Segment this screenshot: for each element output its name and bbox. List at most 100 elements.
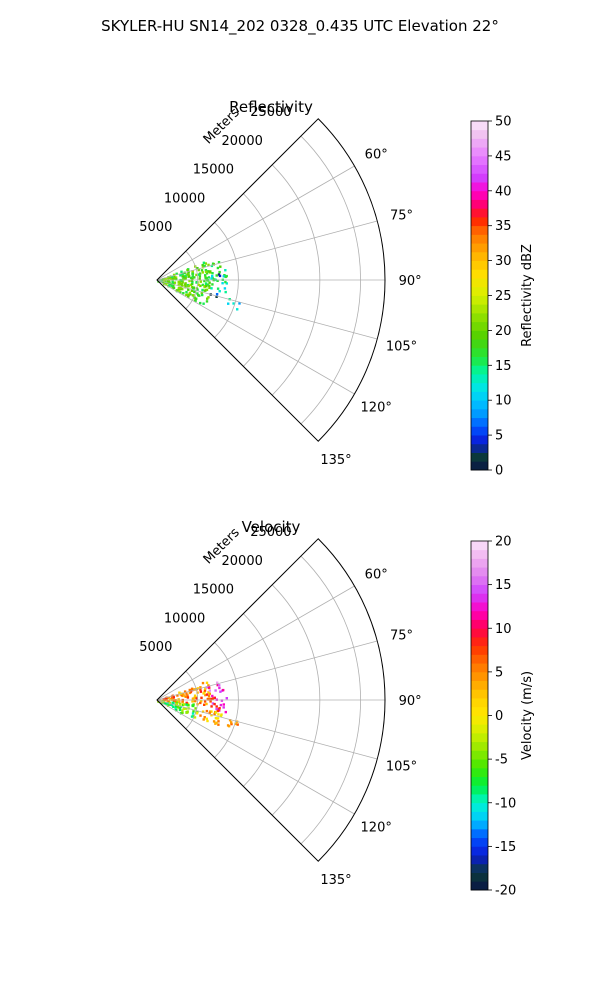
colorbar-swatch — [471, 216, 488, 227]
colorbar-swatch — [471, 121, 488, 131]
radial-tick-label: 25000 — [250, 105, 291, 120]
colorbar-swatch — [471, 269, 488, 279]
angular-tick-label: 120° — [361, 401, 392, 416]
sector-frame — [156, 118, 386, 442]
echo-gate — [191, 270, 194, 273]
echo-gate — [218, 290, 221, 293]
angular-tick-label: 135° — [320, 873, 351, 888]
echo-gate — [216, 266, 220, 270]
echo-gate — [199, 301, 202, 305]
echo-gate — [219, 714, 223, 717]
colorbar-swatch — [471, 304, 488, 314]
echo-gate — [174, 707, 177, 710]
echo-gate — [202, 302, 205, 305]
colorbar-tick-label: 30 — [495, 254, 512, 269]
echo-gate — [185, 290, 188, 294]
echo-gate — [232, 302, 235, 305]
echo-gate — [161, 700, 164, 704]
echo-gate — [236, 308, 239, 311]
echo-gate — [208, 697, 212, 701]
echo-gate — [215, 274, 218, 277]
echo-gate — [211, 697, 215, 700]
echo-gate — [191, 697, 195, 700]
echo-gate — [214, 689, 217, 692]
echo-gate — [215, 705, 218, 708]
echo-gate — [195, 281, 198, 284]
echo-gate — [205, 284, 208, 288]
echo-gate — [164, 702, 167, 705]
echo-gate — [201, 681, 205, 685]
radial-tick-label: 5000 — [139, 220, 172, 235]
echo-gate — [178, 706, 182, 710]
echo-gate — [192, 286, 195, 289]
colorbar-swatch — [471, 549, 488, 559]
echo-gate — [184, 282, 187, 285]
colorbar-swatch — [471, 750, 488, 760]
echo-gate — [204, 262, 207, 265]
echo-gate — [181, 700, 184, 703]
echo-gate — [204, 269, 208, 272]
echo-gate — [191, 272, 194, 275]
echo-gate — [226, 724, 230, 727]
echo-gate — [203, 285, 206, 289]
echo-gate — [200, 696, 203, 699]
echo-gate — [185, 701, 188, 705]
polar-panel-2: Velocity500010000150002000025000Meters60… — [139, 518, 535, 899]
colorbar-label: Reflectivity dBZ — [520, 244, 535, 347]
panel-title: Reflectivity — [229, 98, 313, 116]
colorbar-swatch — [471, 855, 488, 865]
colorbar-tick-label: 45 — [495, 149, 512, 164]
echo-gate — [164, 278, 168, 281]
angular-gridline — [156, 640, 378, 701]
colorbar-swatch — [471, 408, 488, 419]
echo-gate — [177, 286, 181, 290]
echo-gate — [175, 701, 179, 704]
colorbar-swatch — [471, 689, 488, 699]
colorbar-tick-label: 5 — [495, 429, 503, 444]
echo-gate — [191, 700, 194, 703]
echo-gate — [165, 283, 168, 286]
echo-gate — [217, 723, 220, 726]
angular-tick-label: 135° — [320, 453, 351, 468]
colorbar-swatch — [471, 575, 488, 586]
angular-tick-label: 105° — [386, 340, 417, 355]
colorbar-swatch — [471, 461, 488, 471]
echo-gate — [195, 273, 198, 277]
colorbar-tick-label: -10 — [495, 796, 516, 811]
colorbar-swatch — [471, 443, 488, 453]
echo-gate — [207, 694, 211, 698]
echo-gate — [210, 710, 213, 713]
echo-gate — [181, 287, 184, 291]
angular-tick-label: 75° — [390, 209, 413, 224]
colorbar-swatch — [471, 312, 488, 323]
echo-gate — [184, 695, 187, 698]
echo-gate — [210, 705, 213, 708]
echo-gate — [201, 288, 204, 292]
colorbar-swatch — [471, 400, 488, 410]
echo-gate — [182, 693, 185, 696]
echo-gate — [205, 693, 209, 696]
echo-gate — [170, 704, 174, 707]
echo-gate — [191, 712, 195, 715]
echo-gate — [211, 283, 214, 286]
echo-gate — [222, 688, 225, 692]
colorbar-swatch — [471, 698, 488, 708]
radial-tick-label: 20000 — [222, 134, 263, 149]
echo-gate — [208, 281, 211, 284]
echo-gate — [171, 701, 174, 704]
echo-gate — [224, 275, 227, 279]
echo-gate — [205, 272, 209, 275]
echo-gate — [187, 293, 191, 296]
colorbar-tick-label: 35 — [495, 219, 512, 234]
echo-gate — [205, 709, 209, 713]
echo-gate — [196, 687, 200, 690]
echo-gate — [194, 299, 197, 302]
echo-gate — [171, 281, 175, 285]
colorbar-swatch — [471, 435, 488, 445]
echo-gate — [194, 699, 197, 703]
angular-tick-label: 75° — [390, 629, 413, 644]
colorbar-swatch — [471, 286, 488, 296]
sector-frame — [156, 538, 386, 862]
colorbar-swatch — [471, 715, 488, 725]
colorbar-swatch — [471, 260, 488, 270]
